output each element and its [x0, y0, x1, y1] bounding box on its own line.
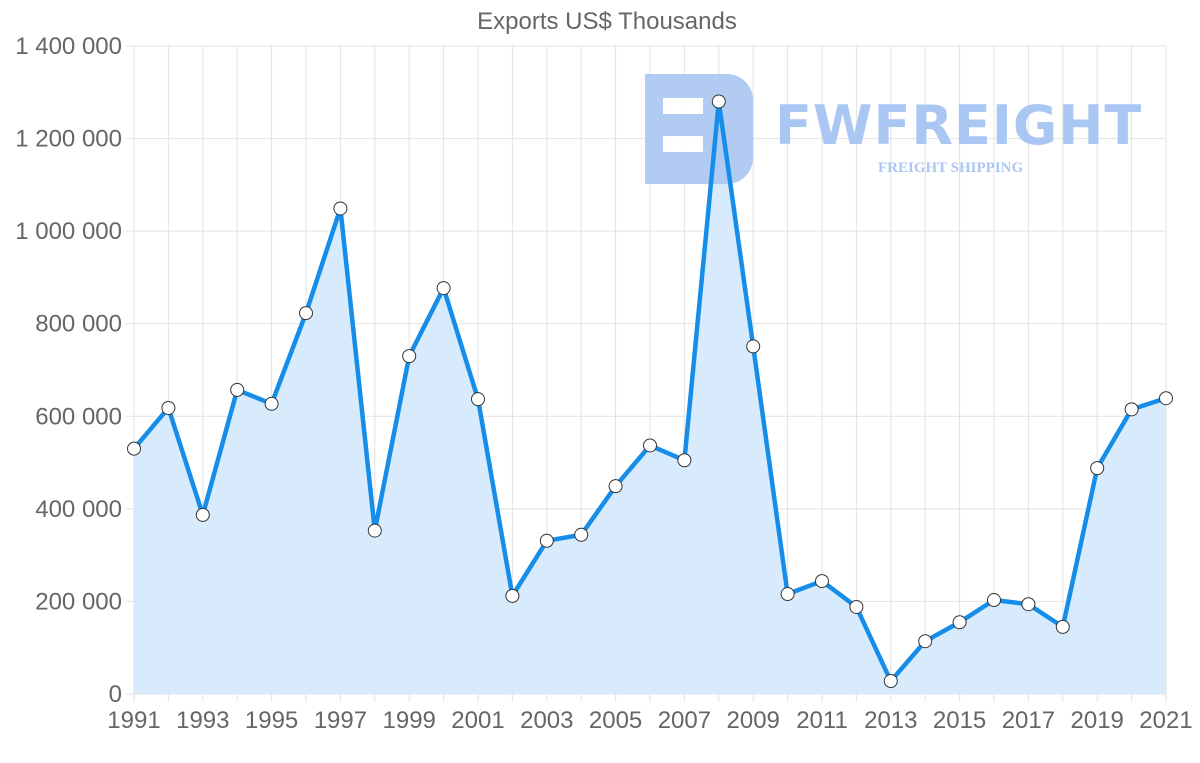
x-tick-label: 1995: [245, 707, 298, 734]
x-tick-label: 2015: [933, 707, 986, 734]
data-point-marker: [539, 533, 554, 548]
y-axis: 0 200 000 400 000 600 000 800 000 1 000 000 1 …: [15, 33, 122, 708]
data-point-marker: [471, 392, 485, 407]
x-axis: 1991 1993 1995 1997 1999 2001 2003 2005 2007 2009…: [107, 707, 1192, 734]
data-point-marker: [677, 453, 692, 468]
data-point-marker: [230, 382, 245, 397]
chart-title: Exports US$ Thousands: [477, 8, 737, 35]
data-point-marker: [608, 479, 623, 494]
data-point-marker: [1124, 402, 1139, 417]
data-point-marker: [1021, 597, 1036, 612]
data-point-marker: [436, 281, 451, 296]
x-tick-label: 2017: [1002, 707, 1055, 734]
data-point-marker: [1159, 391, 1173, 406]
x-tick-label: 2001: [451, 707, 504, 734]
data-point-marker: [195, 507, 210, 522]
data-point-marker: [849, 599, 864, 614]
data-point-marker: [333, 201, 348, 216]
data-point-marker: [1090, 461, 1105, 476]
data-point-marker: [127, 441, 141, 456]
data-point-marker: [574, 527, 589, 542]
data-point-marker: [815, 574, 829, 589]
y-tick-label: 1 000 000: [15, 218, 122, 245]
y-tick-label: 200 000: [35, 588, 122, 615]
data-point-marker: [299, 306, 313, 321]
x-tick-label: 1991: [107, 707, 160, 734]
y-tick-label: 1 400 000: [15, 33, 122, 60]
x-tick-label: 1999: [383, 707, 436, 734]
x-tick-label: 2009: [727, 707, 780, 734]
x-tick-label: 1997: [314, 707, 367, 734]
x-tick-label: 2007: [658, 707, 711, 734]
series-line: [131, 99, 1169, 684]
data-point-marker: [918, 634, 933, 649]
y-tick-label: 400 000: [35, 496, 122, 523]
data-point-marker: [952, 615, 967, 630]
data-point-marker: [505, 588, 520, 603]
area-fill: [134, 101, 1166, 695]
x-tick-label: 2011: [796, 707, 848, 734]
data-point-marker: [161, 400, 176, 415]
data-point-marker: [402, 349, 417, 364]
data-point-marker: [746, 339, 761, 354]
data-point-marker: [883, 674, 898, 689]
y-tick-label: 600 000: [35, 403, 122, 430]
data-point-marker: [780, 587, 795, 602]
y-tick-label: 0: [109, 681, 122, 708]
x-tick-label: 2003: [520, 707, 573, 734]
y-tick-label: 800 000: [35, 311, 122, 338]
data-point-marker: [711, 94, 726, 109]
data-point-marker: [264, 396, 279, 411]
data-point-marker: [643, 438, 657, 453]
x-tick-label: 2005: [589, 707, 642, 734]
area-polygon: [134, 101, 1166, 695]
data-point-marker: [1055, 619, 1070, 634]
x-tick-label: 2013: [864, 707, 917, 734]
x-tick-label: 2019: [1071, 707, 1124, 734]
data-points: [127, 94, 1173, 689]
data-point-marker: [987, 593, 1001, 608]
line-path: [131, 99, 1169, 684]
x-tick-label: 1993: [176, 707, 229, 734]
data-point-marker: [367, 523, 382, 538]
y-tick-label: 1 200 000: [15, 126, 122, 153]
x-tick-label: 2021: [1139, 707, 1192, 734]
